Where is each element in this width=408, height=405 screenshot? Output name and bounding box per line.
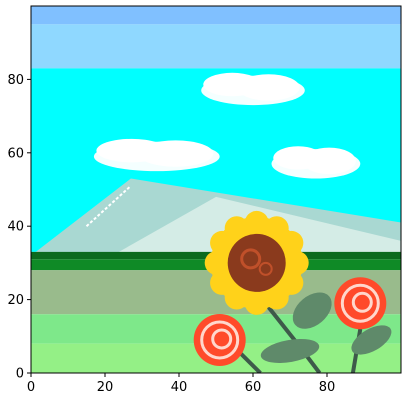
sunflower-center: [227, 233, 286, 292]
sunflower-petal: [264, 285, 289, 310]
leaf-2: [351, 325, 392, 355]
y-tick-label: 20: [7, 293, 24, 308]
rose-petal-ring: [351, 291, 373, 313]
cloud-1: [201, 72, 305, 106]
rose-petal-ring: [211, 328, 233, 350]
sunflower-petal: [210, 270, 235, 295]
sky-band-0: [31, 6, 401, 25]
sunflower-petal: [279, 270, 304, 295]
x-tick-label: 20: [97, 380, 114, 395]
cloud-puff: [137, 140, 214, 167]
rose-0: [193, 313, 246, 366]
sunflower: [204, 210, 309, 315]
leaf-1: [260, 338, 320, 363]
sunflower-petal: [210, 230, 235, 255]
cloud-puff: [302, 147, 356, 175]
sunflower-petal: [284, 250, 309, 275]
cloud-0: [93, 138, 220, 172]
y-tick-label: 40: [7, 220, 24, 235]
sunflower-petal: [224, 216, 249, 241]
mountain-snow: [85, 185, 132, 227]
x-tick-label: 80: [319, 380, 336, 395]
sunflower-petal: [279, 230, 304, 255]
y-tick-label: 0: [16, 367, 24, 382]
rose-1: [334, 277, 387, 330]
x-tick-label: 40: [171, 380, 188, 395]
x-axis: 0 20 40 60 80: [27, 373, 335, 395]
sunflower-seeds: [240, 248, 262, 270]
cloud-2: [271, 146, 361, 179]
rose-petal-ring: [340, 283, 380, 323]
y-tick-label: 80: [7, 73, 24, 88]
axes-frame: [30, 5, 402, 374]
sky-band-1: [31, 24, 401, 69]
sunflower-petal: [224, 285, 249, 310]
sunflower-petal: [244, 210, 269, 235]
x-tick-label: 0: [27, 380, 35, 395]
cloud-puff: [237, 74, 300, 101]
y-axis: 0 20 40 60 80: [7, 73, 31, 382]
sunflower-petal: [204, 250, 229, 275]
rose-petal-ring: [200, 320, 240, 360]
leaf-0: [292, 292, 332, 329]
image-plot-area: [31, 6, 401, 373]
sunflower-seeds: [258, 261, 273, 276]
y-tick-label: 60: [7, 146, 24, 161]
sunflower-petal: [264, 216, 289, 241]
x-tick-label: 60: [245, 380, 262, 395]
sunflower-petal: [244, 290, 269, 315]
